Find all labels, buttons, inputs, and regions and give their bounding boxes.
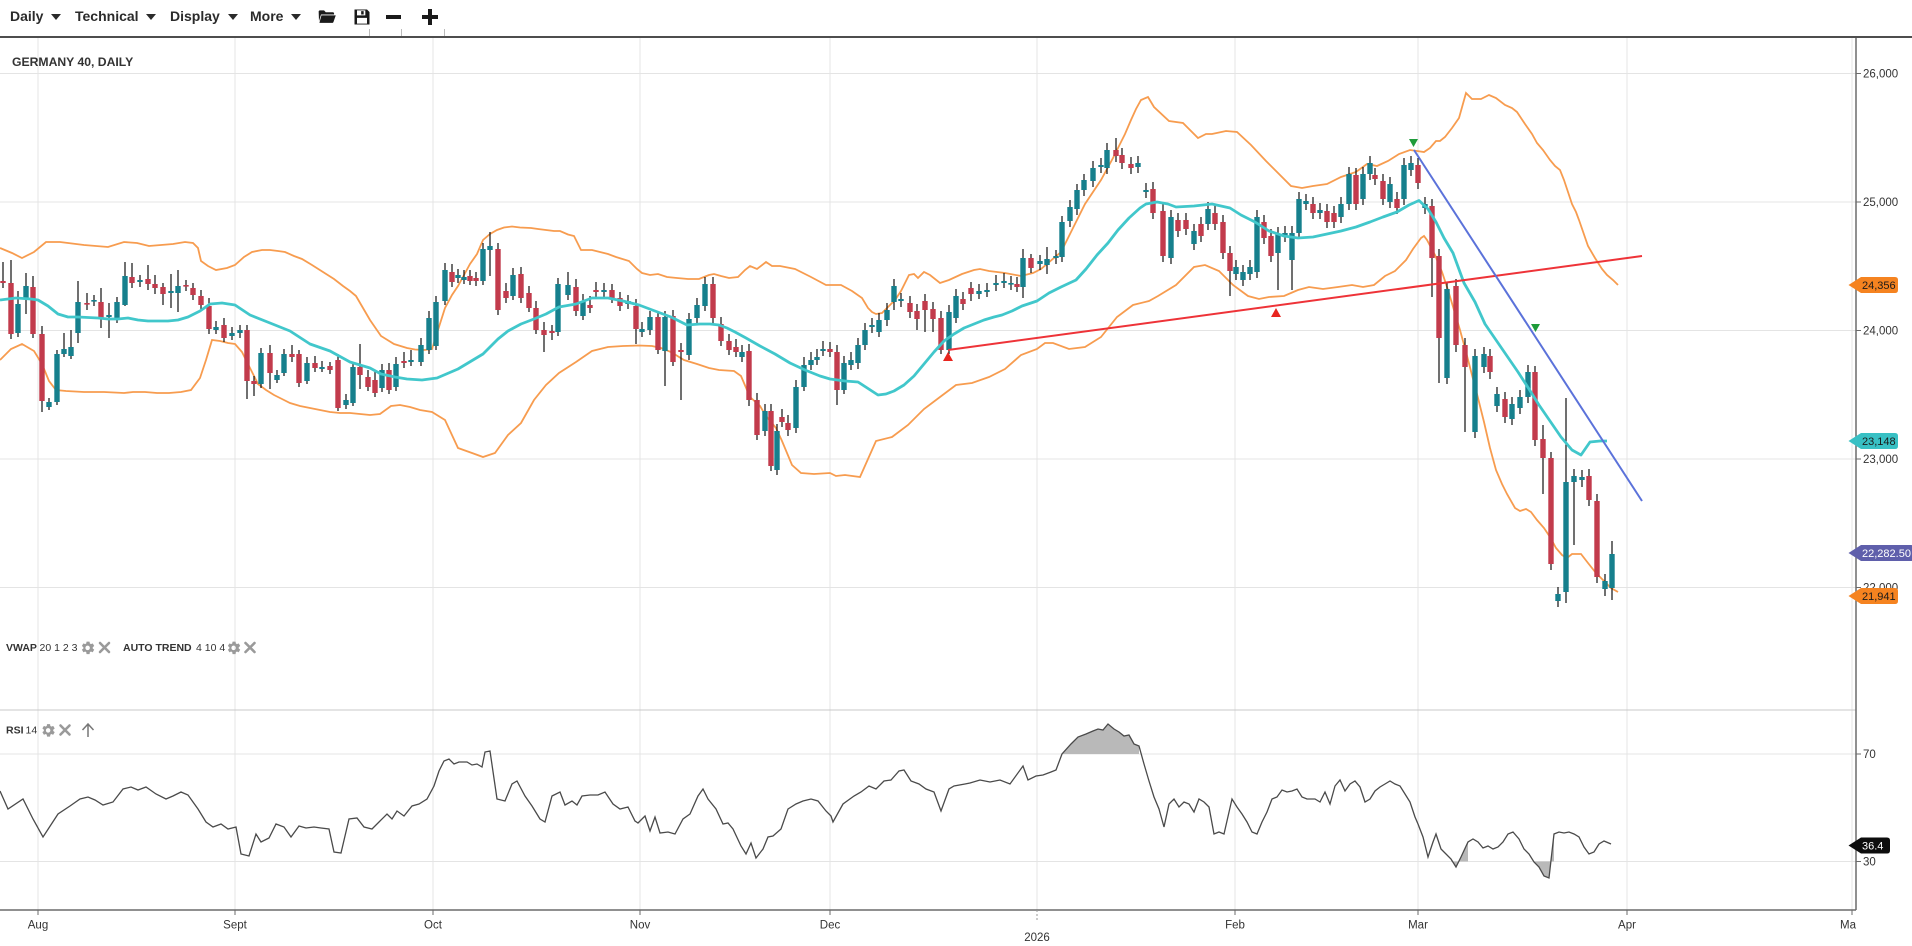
svg-text:20 1 2 3: 20 1 2 3 bbox=[40, 642, 78, 654]
svg-text:36.4: 36.4 bbox=[1862, 841, 1883, 853]
svg-text:Sept: Sept bbox=[223, 920, 247, 932]
svg-text:Oct: Oct bbox=[424, 920, 443, 932]
svg-text:Apr: Apr bbox=[1618, 920, 1636, 932]
svg-text:GERMANY 40, DAILY: GERMANY 40, DAILY bbox=[12, 55, 133, 69]
svg-text:70: 70 bbox=[1863, 749, 1876, 761]
svg-text:23,148: 23,148 bbox=[1862, 436, 1896, 448]
svg-text:24,356: 24,356 bbox=[1862, 280, 1896, 292]
svg-text:2026: 2026 bbox=[1024, 932, 1050, 944]
svg-text:23,000: 23,000 bbox=[1863, 454, 1898, 466]
svg-text:Feb: Feb bbox=[1225, 920, 1245, 932]
svg-text:24,000: 24,000 bbox=[1863, 326, 1898, 338]
svg-text:Ma: Ma bbox=[1840, 920, 1857, 932]
svg-text:4 10 4: 4 10 4 bbox=[196, 642, 225, 654]
svg-text:22,282.50: 22,282.50 bbox=[1862, 548, 1911, 560]
svg-text:VWAP: VWAP bbox=[6, 642, 37, 654]
svg-text:AUTO TREND: AUTO TREND bbox=[123, 642, 192, 654]
svg-text:Mar: Mar bbox=[1408, 920, 1428, 932]
svg-text:Aug: Aug bbox=[28, 920, 48, 932]
svg-text:21,941: 21,941 bbox=[1862, 591, 1896, 603]
svg-text:Dec: Dec bbox=[820, 920, 841, 932]
svg-text:14: 14 bbox=[26, 725, 38, 737]
svg-text:26,000: 26,000 bbox=[1863, 69, 1898, 81]
svg-text:Nov: Nov bbox=[630, 920, 651, 932]
svg-text:25,000: 25,000 bbox=[1863, 197, 1898, 209]
svg-text:30: 30 bbox=[1863, 857, 1876, 869]
svg-text:RSI: RSI bbox=[6, 725, 24, 737]
